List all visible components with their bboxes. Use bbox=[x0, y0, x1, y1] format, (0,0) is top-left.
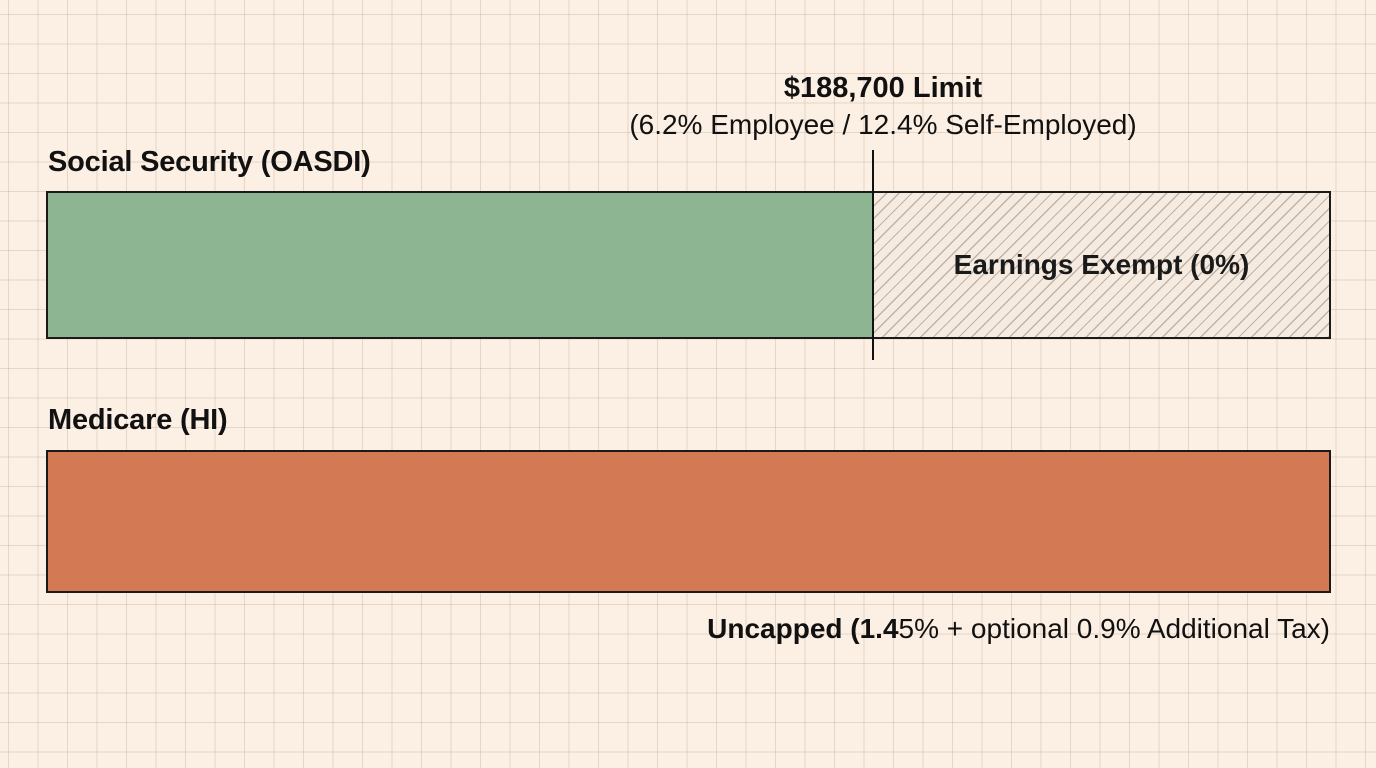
medicare-caption-bold: Uncapped (1.4 bbox=[707, 613, 899, 644]
limit-rates: (6.2% Employee / 12.4% Self-Employed) bbox=[629, 109, 1137, 140]
social-security-taxed-segment bbox=[48, 193, 872, 337]
limit-title: $188,700 Limit bbox=[783, 72, 983, 104]
medicare-title: Medicare (HI) bbox=[48, 404, 228, 436]
medicare-caption: Uncapped (1.45% + optional 0.9% Addition… bbox=[707, 613, 1330, 645]
social-security-title: Social Security (OASDI) bbox=[48, 146, 371, 178]
wage-base-limit-annotation: $188,700 Limit (6.2% Employee / 12.4% Se… bbox=[583, 70, 1183, 144]
medicare-bar bbox=[46, 450, 1331, 593]
medicare-caption-rest: 5% + optional 0.9% Additional Tax) bbox=[898, 613, 1330, 644]
wage-base-limit-line bbox=[872, 150, 874, 360]
social-security-exempt-segment: Earnings Exempt (0%) bbox=[873, 193, 1329, 337]
exempt-label: Earnings Exempt (0%) bbox=[953, 249, 1250, 280]
social-security-bar: Earnings Exempt (0%) bbox=[46, 191, 1331, 339]
